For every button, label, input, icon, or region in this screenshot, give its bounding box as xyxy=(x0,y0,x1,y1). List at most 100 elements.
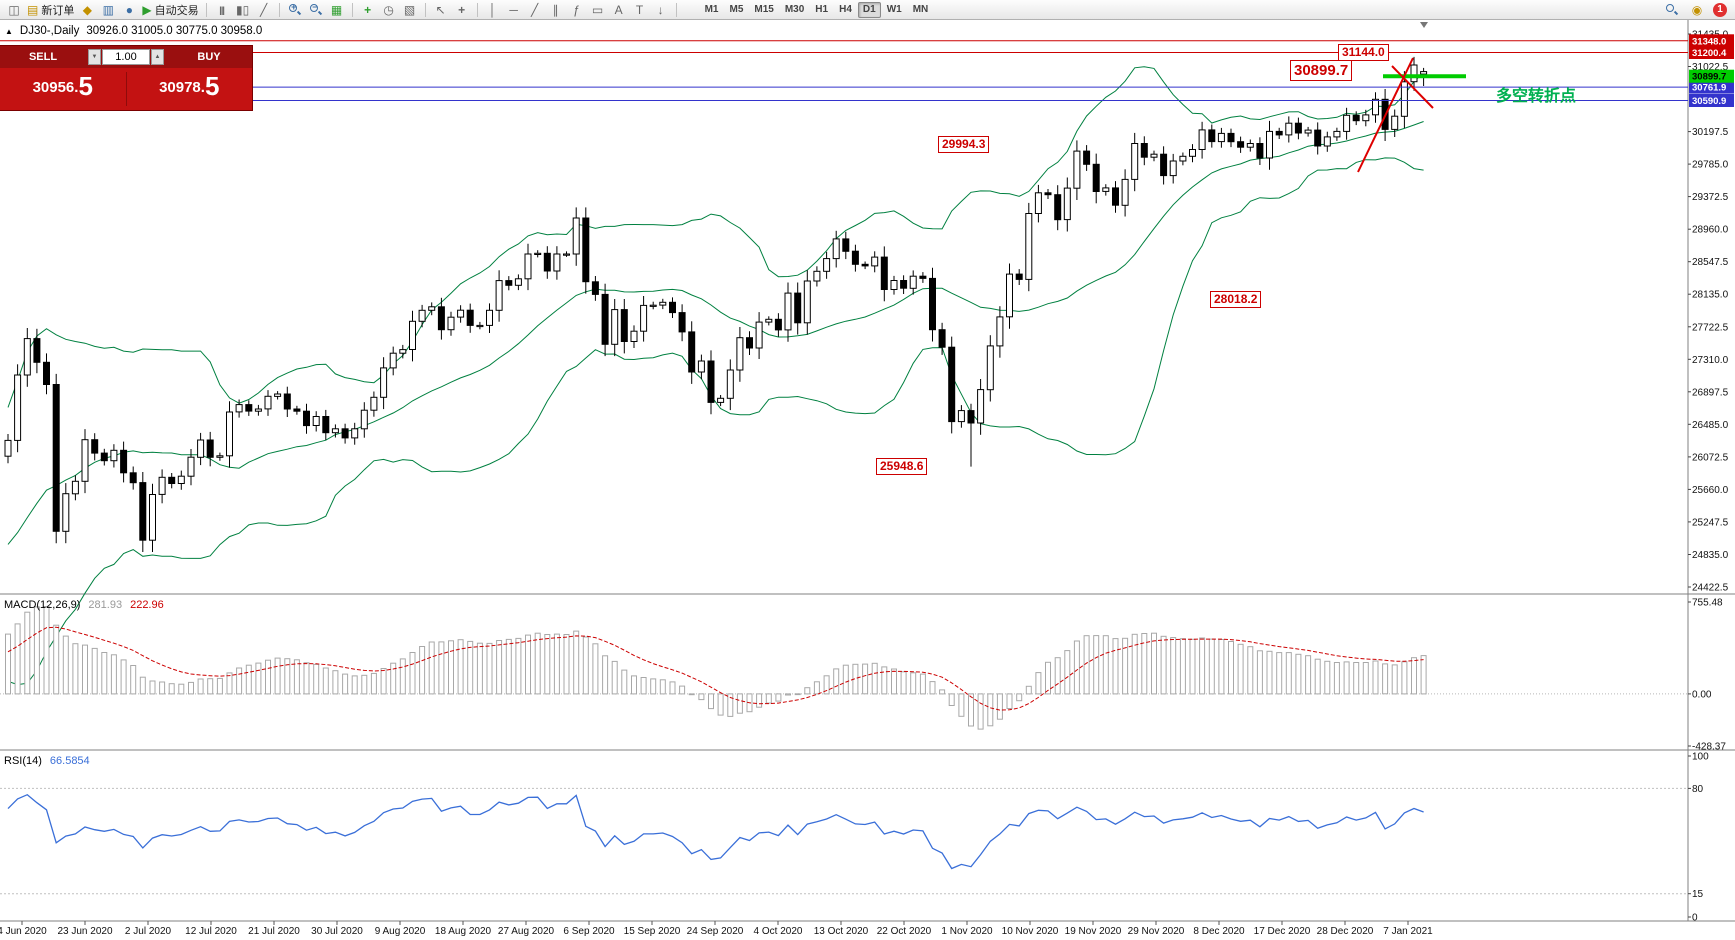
timeframe-d1[interactable]: D1 xyxy=(857,1,881,18)
candle-body xyxy=(283,393,291,410)
sell-button[interactable]: SELL xyxy=(28,51,58,63)
arrow-tool-icon[interactable]: ↓ xyxy=(657,2,664,17)
vertical-line-icon[interactable]: │ xyxy=(488,2,497,17)
candle-body xyxy=(457,309,465,318)
candle-body xyxy=(71,480,79,495)
macd-histogram-bar xyxy=(679,685,686,695)
main-toolbar: ◫ ▤ 新订单 ◆ ▥ ● ▶ 自动交易 ||| ▮▯ ╱ + − ▦ + ◷ … xyxy=(0,0,1735,20)
annotation-oct-low[interactable]: 25948.6 xyxy=(876,458,928,475)
candle-body xyxy=(1391,115,1399,130)
navigator-icon[interactable]: ● xyxy=(125,2,133,17)
autoscroll-marker-icon[interactable] xyxy=(1420,22,1428,28)
macd-histogram-bar xyxy=(82,644,88,695)
macd-histogram-bar xyxy=(255,662,262,695)
rsi-line xyxy=(7,793,1424,870)
text-icon[interactable]: A xyxy=(614,2,623,17)
candle-body xyxy=(264,395,272,410)
timeframe-m30[interactable]: M30 xyxy=(784,4,805,15)
horizontal-line-icon[interactable]: ─ xyxy=(509,2,518,17)
zoom-out-icon[interactable]: − xyxy=(306,1,326,19)
candle-body xyxy=(1333,130,1341,138)
date-label: 23 Jun 2020 xyxy=(57,926,112,937)
candle-body xyxy=(707,360,715,403)
macd-main-value: 281.93 xyxy=(88,599,123,611)
periods-icon[interactable]: ◷ xyxy=(383,2,394,17)
macd-histogram-bar xyxy=(631,675,637,695)
candle-body xyxy=(1044,192,1052,196)
rsi-scale-label: 100 xyxy=(1692,752,1709,763)
cursor-icon[interactable]: ↖ xyxy=(435,2,446,17)
macd-histogram-bar xyxy=(717,693,724,716)
candle-body xyxy=(1275,130,1283,136)
candle-body xyxy=(514,278,522,286)
data-window-icon[interactable]: ▥ xyxy=(102,2,115,17)
candle-body xyxy=(505,280,513,286)
buy-button[interactable]: BUY xyxy=(197,51,221,63)
candle-body xyxy=(226,411,233,457)
tile-windows-icon[interactable]: ▦ xyxy=(330,2,343,17)
timeframe-m1[interactable]: M1 xyxy=(704,4,719,15)
candle-body xyxy=(813,270,821,282)
candlestick-chart-icon[interactable]: ▮▯ xyxy=(235,2,250,17)
candle-body xyxy=(563,253,570,256)
candle-body xyxy=(572,217,580,255)
trendline[interactable] xyxy=(1391,65,1434,109)
autotrading-button[interactable]: ▶ 自动交易 xyxy=(140,1,200,19)
timeframe-mn[interactable]: MN xyxy=(912,4,929,15)
zoom-in-icon[interactable]: + xyxy=(285,1,305,19)
market-watch-icon[interactable]: ◆ xyxy=(82,2,92,17)
macd-histogram-bar xyxy=(1073,640,1080,695)
candle-body xyxy=(1246,143,1254,148)
new-order-button[interactable]: ▤ 新订单 xyxy=(25,1,76,19)
annotation-support[interactable]: 28018.2 xyxy=(1210,291,1262,308)
templates-icon[interactable]: ▧ xyxy=(403,2,416,17)
candle-body xyxy=(919,275,927,279)
line-chart-icon[interactable]: ╱ xyxy=(259,2,268,17)
timeframe-m5[interactable]: M5 xyxy=(729,4,744,15)
macd-histogram-bar xyxy=(698,693,705,701)
macd-histogram-bar xyxy=(91,647,98,695)
sell-price[interactable]: 30956. 5 xyxy=(32,71,93,102)
annotation-swing-high[interactable]: 31144.0 xyxy=(1338,44,1389,61)
notification-badge[interactable]: 1 xyxy=(1713,2,1727,17)
bar-chart-icon[interactable]: ||| xyxy=(219,4,225,15)
macd-histogram-bar xyxy=(1276,652,1283,695)
one-click-trading-panel: SELL ▼ 1.00 ▲ BUY 30956. 5 30978. 5 xyxy=(0,46,252,110)
timeframe-w1[interactable]: W1 xyxy=(886,4,902,15)
timeframe-h4[interactable]: H4 xyxy=(839,4,852,15)
macd-histogram-bar xyxy=(1372,660,1379,695)
candle-body xyxy=(254,408,262,412)
price-scale-label: 28547.5 xyxy=(1692,257,1729,268)
indicators-icon[interactable]: + xyxy=(364,2,372,17)
annotation-nov-high[interactable]: 29994.3 xyxy=(938,136,990,153)
macd-histogram-bar xyxy=(72,643,79,695)
macd-histogram-bar xyxy=(1141,633,1148,695)
lot-decrease-button[interactable]: ▼ xyxy=(88,49,101,65)
search-icon[interactable] xyxy=(1661,1,1681,19)
buy-price[interactable]: 30978. 5 xyxy=(159,71,220,102)
candle-body xyxy=(1006,273,1013,318)
channel-icon[interactable]: ∥ xyxy=(552,2,559,17)
macd-histogram-bar xyxy=(1199,637,1206,695)
macd-histogram-bar xyxy=(409,652,416,695)
trendline-icon[interactable]: ╱ xyxy=(530,2,539,17)
oneclick-collapse-icon[interactable]: ▲ xyxy=(5,26,13,36)
lot-increase-button[interactable]: ▲ xyxy=(151,49,164,65)
crosshair-icon[interactable]: + xyxy=(458,2,466,17)
price-scale-label: 29372.5 xyxy=(1692,192,1729,203)
annotation-breakout-level[interactable]: 30899.7 xyxy=(1290,60,1353,81)
macd-histogram-bar xyxy=(476,642,483,695)
candle-body xyxy=(582,217,590,283)
macd-histogram-bar xyxy=(1016,693,1023,702)
new-chart-icon[interactable]: ◫ xyxy=(8,2,20,17)
text-label-icon[interactable]: T xyxy=(635,2,644,17)
candle-body xyxy=(871,256,879,267)
shapes-icon[interactable]: ▭ xyxy=(591,2,604,17)
candle-body xyxy=(52,384,60,532)
alerts-icon[interactable]: ◉ xyxy=(1691,2,1703,17)
timeframe-m15[interactable]: M15 xyxy=(754,4,774,15)
timeframe-h1[interactable]: H1 xyxy=(815,4,829,15)
date-label: 22 Oct 2020 xyxy=(877,926,932,937)
lot-size-input[interactable]: 1.00 xyxy=(102,49,150,65)
